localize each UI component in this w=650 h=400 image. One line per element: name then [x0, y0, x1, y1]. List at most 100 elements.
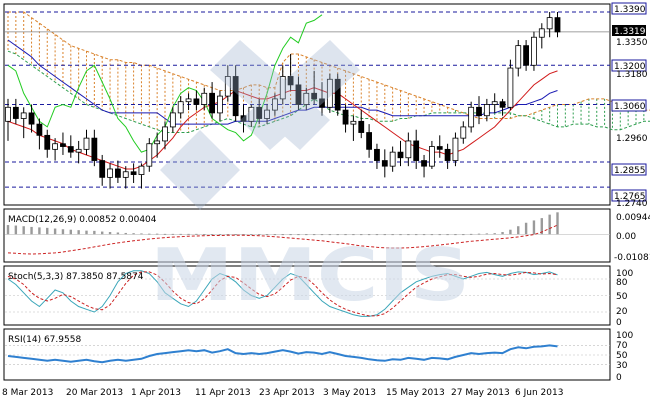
macd-series: [5, 212, 610, 255]
candle-body: [28, 112, 35, 125]
candle-body: [444, 148, 451, 161]
date-label: 20 Mar 2013: [66, 388, 123, 398]
axis-label: 1.3350: [616, 38, 648, 48]
candle-body: [436, 146, 443, 150]
level-label-bg: [611, 163, 647, 176]
axis-label: 1.3390: [614, 5, 646, 15]
macd-bar: [132, 233, 135, 235]
candle-body: [177, 101, 184, 114]
macd-bar: [493, 233, 496, 235]
candle-body: [413, 140, 420, 161]
candle-body: [397, 151, 404, 159]
candle-body: [538, 28, 545, 38]
macd-bar: [336, 234, 339, 236]
macd-bar: [30, 226, 33, 235]
macd-bar: [375, 234, 379, 236]
macd-bar: [391, 234, 394, 236]
candle-body: [12, 106, 19, 119]
axis-label: 0.00: [616, 232, 636, 242]
candle-body: [303, 92, 310, 105]
macd-bar: [108, 232, 112, 235]
rsi-title: RSI(14) 67.9558: [8, 335, 81, 345]
axis-label: 1.3060: [614, 102, 646, 112]
watermark: MMCIS: [150, 40, 470, 317]
candle-body: [515, 45, 522, 69]
macd-panel: [3, 208, 611, 263]
macd-bar: [320, 234, 324, 236]
date-label: 6 Jun 2013: [515, 388, 563, 398]
candle-body: [507, 67, 514, 108]
candle-body: [75, 148, 82, 153]
candle-body: [342, 109, 349, 125]
candle-body: [476, 106, 482, 117]
candle-body: [130, 171, 137, 175]
macd-bar: [501, 232, 504, 235]
stoch-signal-line: [7, 271, 558, 317]
candle-body: [491, 101, 498, 105]
macd-bar: [14, 225, 18, 235]
candle-body: [374, 148, 380, 161]
candle-body: [264, 109, 270, 119]
macd-bar: [383, 234, 386, 236]
candle-body: [44, 134, 51, 150]
macd-bar: [140, 233, 143, 235]
candle-body: [287, 76, 294, 86]
price-axis: 1.3390 1.3319 1.3350 1.3200 1.3180 1.306…: [611, 2, 648, 209]
macd-bar: [517, 226, 520, 235]
macd-bar: [485, 233, 489, 235]
macd-bar: [265, 234, 269, 236]
macd-signal-line: [7, 224, 558, 255]
candle-body: [146, 143, 153, 167]
macd-bar: [399, 234, 402, 236]
macd-bar: [218, 234, 222, 236]
macd-title: MACD(12,26,9) 0.00852 0.00404: [8, 215, 157, 225]
candle-body: [20, 112, 27, 119]
axis-label: 30: [616, 361, 628, 371]
macd-bar: [367, 234, 371, 236]
axis-label: 70: [616, 341, 628, 351]
macd-bar: [273, 234, 277, 236]
macd-bar: [328, 234, 332, 236]
stoch-main-line: [7, 270, 558, 317]
macd-bar: [210, 234, 214, 236]
date-label: 15 May 2013: [386, 388, 445, 398]
macd-bar: [446, 234, 449, 236]
rsi-line: [7, 344, 558, 364]
candle-body: [60, 143, 66, 147]
macd-bar: [352, 234, 355, 236]
axis-label: 80: [616, 278, 628, 288]
macd-bar: [454, 234, 457, 236]
axis-label: 0.00944: [616, 213, 650, 223]
watermark-logo-icon: [160, 40, 360, 210]
macd-bar: [289, 234, 292, 236]
date-axis: 8 Mar 2013 20 Mar 2013 1 Apr 2013 11 Apr…: [2, 388, 563, 398]
axis-label: 1.3180: [616, 70, 648, 80]
macd-bar: [524, 222, 528, 235]
macd-bar: [360, 234, 363, 236]
macd-bar: [171, 233, 175, 235]
macd-bar: [53, 228, 57, 235]
stoch-series: [5, 270, 610, 317]
date-label: 3 May 2013: [323, 388, 376, 398]
candle-body: [209, 92, 216, 114]
candle-body: [381, 160, 388, 167]
macd-bar: [22, 226, 25, 235]
macd-bar: [93, 230, 96, 235]
candle-body: [531, 36, 537, 66]
candle-body: [201, 92, 208, 105]
stoch-axis: 100 80 50 20 0: [616, 269, 633, 328]
rsi-panel: [3, 328, 611, 381]
candle-body: [499, 101, 506, 108]
candle-body: [193, 98, 200, 105]
date-label: 23 Apr 2013: [259, 388, 315, 398]
macd-bar: [242, 234, 245, 236]
candle-body: [389, 151, 396, 167]
macd-bar: [344, 234, 347, 236]
macd-bar: [509, 229, 512, 235]
date-label: 1 Apr 2013: [131, 388, 181, 398]
macd-bar: [69, 229, 72, 235]
macd-bar: [6, 225, 10, 235]
candle-body: [67, 146, 74, 153]
axis-label: 100: [616, 269, 633, 279]
candle-body: [358, 120, 365, 133]
